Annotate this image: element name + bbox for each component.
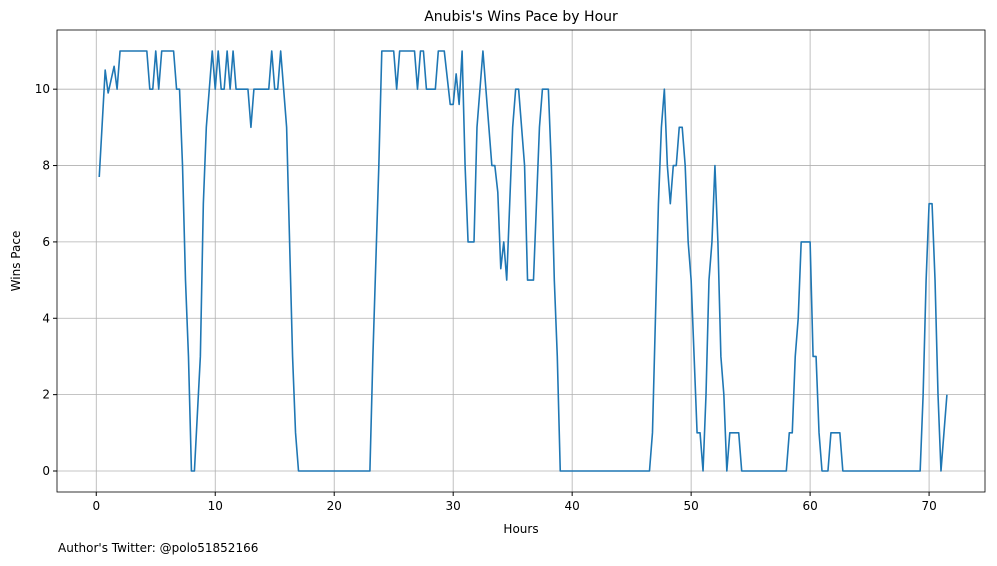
x-tick-label: 30 [446,499,461,513]
y-tick-label: 4 [42,311,50,325]
y-tick-label: 10 [35,82,50,96]
y-tick-label: 6 [42,235,50,249]
x-tick-label: 60 [802,499,817,513]
x-tick-label: 10 [208,499,223,513]
line-series [98,50,948,472]
plot-frame [56,29,986,493]
x-tick-label: 20 [327,499,342,513]
x-tick-label: 0 [92,499,100,513]
y-tick-label: 2 [42,388,50,402]
y-tick-label: 8 [42,159,50,173]
y-tick-label: 0 [42,464,50,478]
x-tick-label: 40 [565,499,580,513]
x-axis-label: Hours [503,522,538,536]
x-tick-label: 70 [921,499,936,513]
y-axis-label: Wins Pace [9,231,23,292]
annotation: Author's Twitter: @polo51852166 [58,541,258,555]
chart-title: Anubis's Wins Pace by Hour [424,9,618,25]
x-tick-label: 50 [683,499,698,513]
